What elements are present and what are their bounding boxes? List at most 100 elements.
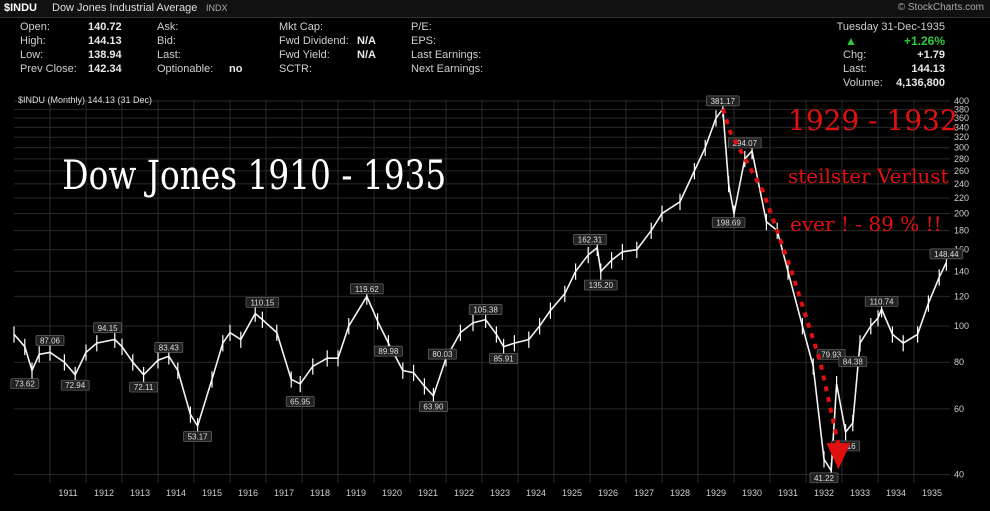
price-label-text: 135.20 xyxy=(589,281,614,290)
crash-annotation: 1929 - 1932 steilster Verlust ever ! - 89 … xyxy=(720,104,958,470)
price-label-text: 80.03 xyxy=(432,350,453,359)
price-label: 105.38 xyxy=(468,304,503,315)
x-tick-label: 1912 xyxy=(94,488,114,498)
y-tick-label: 80 xyxy=(954,357,964,367)
price-label-box xyxy=(350,283,384,295)
price-label-text: 53.17 xyxy=(188,432,209,441)
price-label-box xyxy=(838,356,868,367)
volume-label: Volume: xyxy=(843,77,883,89)
price-label-text: 65.95 xyxy=(290,398,311,407)
price-label-box xyxy=(711,217,746,228)
price-label: 381.17 xyxy=(706,95,740,107)
price-label: 85.91 xyxy=(489,353,518,364)
x-tick-label: 1933 xyxy=(850,488,870,498)
x-tick-label: 1915 xyxy=(202,488,222,498)
sctr-label: SCTR: xyxy=(279,63,312,75)
volume-value: 4,136,800 xyxy=(896,77,945,89)
price-label-text: 85.91 xyxy=(494,355,515,364)
exchange: INDX xyxy=(206,3,228,13)
watermark: © StockCharts.com xyxy=(897,2,984,13)
x-tick-label: 1927 xyxy=(634,488,654,498)
price-label-box xyxy=(706,95,740,107)
price-label: 110.74 xyxy=(864,296,899,307)
price-label-text: 41.22 xyxy=(814,474,835,483)
price-label-box xyxy=(154,342,184,353)
chg-value: +1.79 xyxy=(917,49,945,61)
index-name: Dow Jones Industrial Average xyxy=(52,2,198,14)
price-label: 80.03 xyxy=(428,348,457,360)
price-label: 148.44 xyxy=(929,248,964,260)
price-label-text: 381.17 xyxy=(711,97,736,106)
price-label-box xyxy=(809,472,839,484)
price-label-text: 63.90 xyxy=(423,403,444,412)
price-label: 87.06 xyxy=(35,335,65,346)
chg-label: Chg: xyxy=(843,49,867,61)
last2-label: Last: xyxy=(843,63,867,75)
y-tick-label: 40 xyxy=(954,470,964,480)
fwddiv-label: Fwd Dividend: xyxy=(279,35,349,47)
chart-title-text: Dow Jones 1910 - 1935 xyxy=(62,152,446,199)
price-label-box xyxy=(573,234,607,245)
annotation-line: steilster Verlust xyxy=(788,164,949,188)
lastearn-label: Last Earnings: xyxy=(411,49,482,61)
up-triangle-icon: ▲ xyxy=(845,34,857,48)
y-tick-label: 380 xyxy=(954,104,969,114)
price-label: 65.95 xyxy=(285,396,315,407)
bid-label: Bid: xyxy=(157,35,176,47)
price-label-text: 72.94 xyxy=(65,381,86,390)
price-label-text: 119.62 xyxy=(355,285,379,294)
price-label-text: 294.07 xyxy=(733,139,758,148)
optionable-value: no xyxy=(229,63,243,75)
price-label: 162.31 xyxy=(573,234,607,245)
price-label-box xyxy=(35,335,65,346)
x-tick-label: 1914 xyxy=(166,488,186,498)
price-label-box xyxy=(428,348,457,360)
price-labels: 73.62 87.06 72.94 94.15 72.11 83.43 53.17 110.1… xyxy=(10,95,964,484)
fwdyield-value: N/A xyxy=(357,49,376,61)
price-label: 83.43 xyxy=(154,342,184,353)
y-tick-label: 200 xyxy=(954,208,969,218)
y-tick-label: 340 xyxy=(954,122,969,132)
x-tick-label: 1916 xyxy=(238,488,258,498)
open-value: 140.72 xyxy=(88,21,122,33)
y-tick-label: 240 xyxy=(954,179,969,189)
price-label-text: 84.38 xyxy=(843,358,864,367)
symbol: $INDU xyxy=(4,2,38,14)
y-axis: 4060801001201401601802002202402602803003… xyxy=(954,96,969,480)
x-tick-label: 1935 xyxy=(922,488,942,498)
grid xyxy=(14,99,950,483)
price-label-box xyxy=(183,431,212,442)
price-label-box xyxy=(489,353,518,364)
price-label-text: 73.62 xyxy=(15,380,36,389)
y-tick-label: 320 xyxy=(954,132,969,142)
x-tick-label: 1931 xyxy=(778,488,798,498)
price-label-text: 162.31 xyxy=(578,235,603,244)
mktcap-label: Mkt Cap: xyxy=(279,21,324,33)
last-label: Last: xyxy=(157,49,181,61)
low-label: Low: xyxy=(20,49,44,61)
price-label: 119.62 xyxy=(350,283,384,295)
last2-value: 144.13 xyxy=(911,63,945,75)
price-label: 63.90 xyxy=(419,401,448,413)
y-tick-label: 400 xyxy=(954,96,969,106)
price-label-text: 94.15 xyxy=(98,324,119,333)
open-label: Open: xyxy=(20,21,50,33)
x-tick-label: 1929 xyxy=(706,488,726,498)
x-tick-label: 1913 xyxy=(130,488,150,498)
price-label-box xyxy=(285,396,315,407)
price-label: 53.17 xyxy=(183,431,212,442)
y-tick-label: 140 xyxy=(954,266,969,276)
annotation-line: 1929 - 1932 xyxy=(788,104,958,137)
price-label-box xyxy=(60,379,90,391)
optionable-label: Optionable: xyxy=(157,63,214,75)
high-label: High: xyxy=(20,35,46,47)
y-tick-label: 100 xyxy=(954,321,969,331)
price-label: 94.15 xyxy=(93,322,122,334)
crash-arrow-head xyxy=(826,443,851,470)
price-label-text: 72.11 xyxy=(134,383,154,392)
price-label-box xyxy=(10,378,40,390)
price-label-box xyxy=(419,401,448,413)
y-tick-label: 360 xyxy=(954,113,969,123)
price-label-box xyxy=(468,304,503,315)
price-label: 89.98 xyxy=(374,345,403,357)
